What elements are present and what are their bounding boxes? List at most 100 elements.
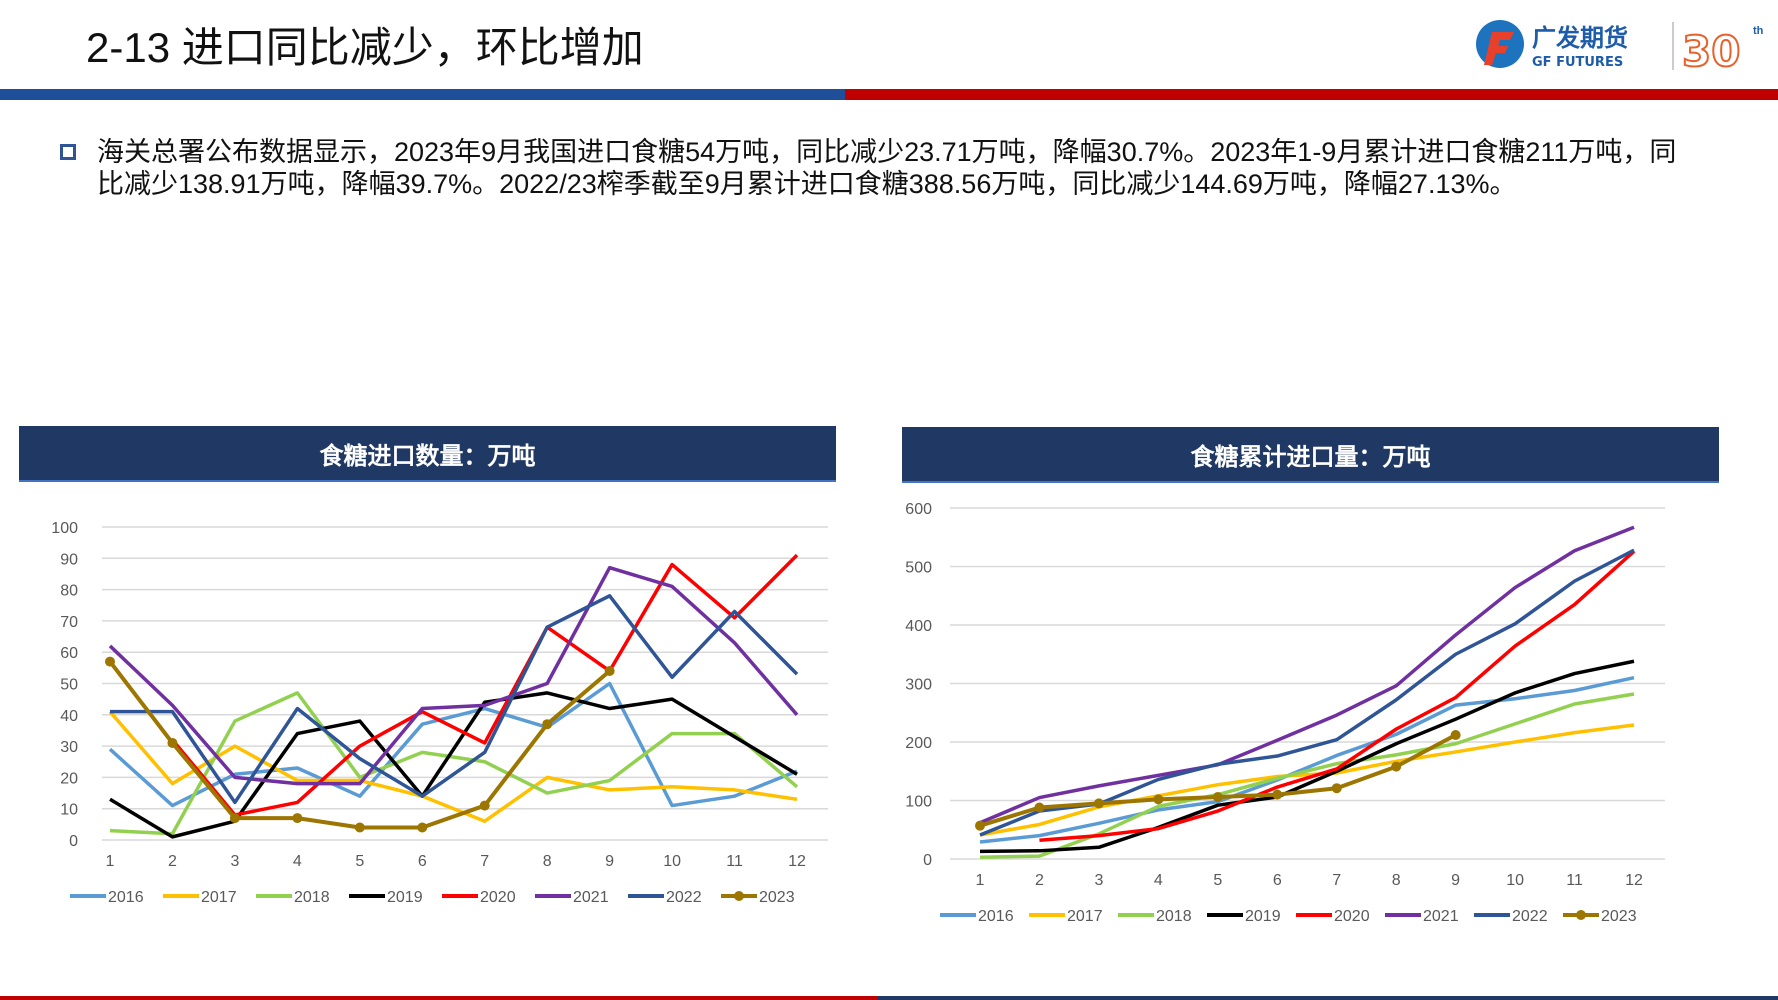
- y-tick-label: 40: [60, 708, 78, 725]
- data-point-2023: [1034, 802, 1045, 813]
- x-tick-label: 12: [788, 853, 806, 870]
- x-tick-label: 2: [168, 853, 177, 870]
- series-line-2019: [979, 659, 1635, 854]
- header-rule-blue: [0, 89, 845, 100]
- gf-futures-logo: 广发期货 GF FUTURES 30 th: [1476, 20, 1764, 74]
- page-title: 2-13 进口同比减少，环比增加: [86, 24, 644, 71]
- data-point-2023: [479, 800, 490, 811]
- data-point-2023: [975, 820, 985, 831]
- x-tick-label: 1: [106, 853, 115, 870]
- y-tick-label: 400: [905, 618, 932, 635]
- series-line-2018: [109, 691, 799, 836]
- y-tick-label: 60: [60, 645, 78, 662]
- series-line-2022: [110, 594, 799, 805]
- y-tick-label: 0: [69, 833, 78, 850]
- data-point-2023: [167, 737, 178, 748]
- chart-cumulative-header: 食糖累计进口量：万吨: [902, 427, 1719, 483]
- series-line-2019: [109, 691, 798, 839]
- x-tick-label: 8: [1392, 872, 1401, 889]
- x-tick-label: 2: [1035, 872, 1044, 889]
- legend-label-2021: 2021: [1423, 908, 1459, 925]
- legend-label-2017: 2017: [201, 889, 237, 906]
- data-point-2023: [542, 719, 553, 730]
- y-tick-label: 500: [905, 560, 932, 577]
- x-tick-label: 9: [1451, 872, 1460, 889]
- y-tick-label: 300: [905, 677, 932, 694]
- x-tick-label: 8: [543, 853, 552, 870]
- data-point-2023: [1391, 761, 1402, 772]
- x-tick-label: 12: [1625, 872, 1643, 889]
- legend-label-2023: 2023: [1601, 908, 1637, 925]
- legend-marker-2023: [1576, 910, 1586, 920]
- y-tick-label: 80: [60, 583, 78, 600]
- svg-text:广发期货: 广发期货: [1532, 24, 1628, 52]
- y-tick-label: 70: [60, 614, 78, 631]
- x-tick-label: 6: [418, 853, 427, 870]
- data-point-2023: [417, 822, 428, 833]
- data-point-2023: [105, 656, 115, 667]
- y-tick-label: 30: [60, 739, 78, 756]
- x-tick-label: 10: [663, 853, 681, 870]
- y-tick-label: 100: [905, 794, 932, 811]
- data-point-2023: [1093, 798, 1104, 809]
- x-tick-label: 7: [1332, 872, 1341, 889]
- x-tick-label: 5: [355, 853, 364, 870]
- y-tick-label: 0: [923, 852, 932, 869]
- data-point-2023: [229, 813, 240, 824]
- legend-label-2021: 2021: [573, 889, 609, 906]
- x-tick-label: 4: [1154, 872, 1163, 889]
- data-point-2023: [354, 822, 365, 833]
- x-tick-label: 10: [1506, 872, 1524, 889]
- series-line-2016: [979, 675, 1635, 844]
- series-line-2021: [979, 525, 1635, 825]
- legend-label-2023: 2023: [759, 889, 795, 906]
- header-rule-red: [845, 89, 1778, 100]
- x-tick-label: 11: [1566, 872, 1583, 889]
- legend-label-2022: 2022: [1512, 908, 1548, 925]
- x-tick-label: 3: [1094, 872, 1103, 889]
- data-point-2023: [1153, 794, 1164, 805]
- legend-label-2016: 2016: [108, 889, 144, 906]
- chart-monthly-header: 食糖进口数量：万吨: [19, 426, 836, 482]
- y-tick-label: 600: [905, 501, 932, 518]
- legend-label-2019: 2019: [1245, 908, 1281, 925]
- svg-text:GF FUTURES: GF FUTURES: [1532, 55, 1623, 70]
- series-line-2021: [108, 565, 799, 786]
- legend-label-2022: 2022: [666, 889, 702, 906]
- data-point-2023: [1272, 789, 1283, 800]
- data-point-2023: [292, 813, 303, 824]
- series-line-2016: [108, 681, 798, 808]
- svg-text:th: th: [1753, 25, 1764, 37]
- legend-label-2020: 2020: [480, 889, 516, 906]
- series-line-2020: [1039, 549, 1636, 843]
- data-point-2023: [1212, 791, 1223, 802]
- x-tick-label: 5: [1213, 872, 1222, 889]
- series-line-2017: [979, 723, 1635, 837]
- y-tick-label: 90: [60, 551, 78, 568]
- bullet-square-icon: [60, 144, 76, 160]
- series-line-2020: [171, 553, 799, 817]
- legend-label-2016: 2016: [978, 908, 1014, 925]
- series-line-2017: [108, 710, 798, 823]
- legend-marker-2023: [734, 891, 744, 901]
- x-tick-label: 11: [726, 853, 743, 870]
- legend-label-2020: 2020: [1334, 908, 1370, 925]
- legend-label-2017: 2017: [1067, 908, 1103, 925]
- x-tick-label: 9: [605, 853, 614, 870]
- x-tick-label: 7: [480, 853, 489, 870]
- legend-label-2018: 2018: [294, 889, 330, 906]
- y-tick-label: 10: [60, 802, 78, 819]
- footer-rule-red: [0, 996, 878, 1000]
- legend-label-2018: 2018: [1156, 908, 1192, 925]
- y-tick-label: 50: [60, 677, 78, 694]
- svg-text:30: 30: [1682, 27, 1740, 74]
- data-point-2023: [1450, 729, 1461, 740]
- y-tick-label: 20: [60, 770, 78, 787]
- x-tick-label: 1: [976, 872, 985, 889]
- data-point-2023: [1331, 783, 1342, 794]
- x-tick-label: 6: [1273, 872, 1282, 889]
- x-tick-label: 3: [230, 853, 239, 870]
- legend-label-2019: 2019: [387, 889, 423, 906]
- data-point-2023: [604, 665, 615, 676]
